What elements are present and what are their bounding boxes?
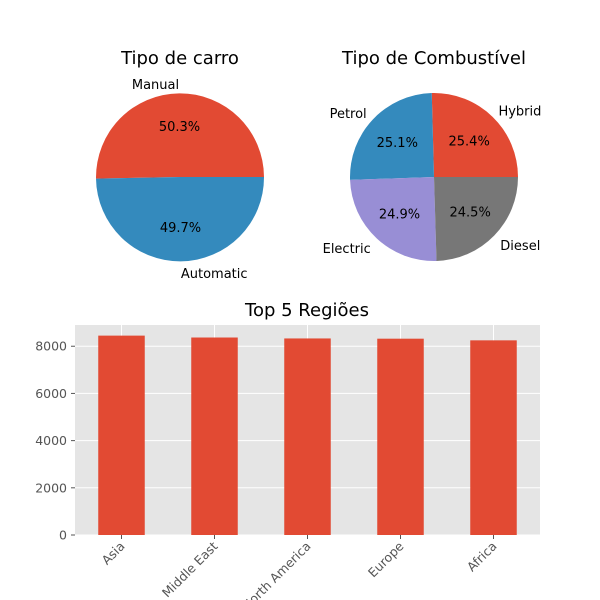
pie2-title: Tipo de Combustível — [341, 48, 526, 69]
pie-slice-automatic — [96, 177, 265, 262]
pie-label: Automatic — [181, 267, 248, 282]
pie-slice-electric — [350, 177, 437, 261]
pie-pct-label: 49.7% — [160, 221, 201, 236]
x-tick-label: Europe — [365, 538, 407, 580]
x-tick-label: Middle East — [159, 538, 221, 600]
pie-pct-label: 25.4% — [449, 134, 490, 149]
pie-pct-label: 24.5% — [450, 206, 491, 221]
x-tick-label: North America — [239, 539, 314, 600]
pie-label: Petrol — [330, 107, 367, 122]
pie-pct-label: 24.9% — [379, 207, 420, 222]
pie1-title: Tipo de carro — [120, 48, 239, 69]
pie-pct-label: 25.1% — [377, 136, 418, 151]
pie-label: Manual — [132, 78, 179, 93]
pie-label: Electric — [323, 242, 371, 257]
bar-asia — [98, 335, 145, 535]
pie-pct-label: 50.3% — [159, 120, 200, 135]
y-tick-label: 2000 — [35, 480, 67, 495]
bar-africa — [470, 340, 517, 535]
pie-slice-manual — [96, 93, 265, 179]
pie2: 25.4% Hybrid 25.1% Petrol 24.9% Electric 24.5%… — [323, 92, 541, 261]
y-tick-label: 6000 — [35, 386, 67, 401]
y-tick-label: 4000 — [35, 433, 67, 448]
pie-slice-petrol — [349, 93, 434, 180]
pie-slice-hybrid — [431, 92, 518, 177]
bar-chart: 0 2000 4000 6000 8000 Asia Middle East North Am… — [35, 325, 540, 600]
pie-label: Diesel — [500, 239, 540, 254]
x-tick-label: Africa — [464, 539, 500, 575]
bar-north-america — [284, 338, 331, 535]
bar-middle-east — [191, 337, 238, 535]
bar-title: Top 5 Regiões — [244, 300, 369, 321]
y-tick-label: 8000 — [35, 339, 67, 354]
pie-slice-diesel — [434, 177, 518, 261]
x-tick-label: Asia — [98, 539, 127, 568]
pie-label: Hybrid — [498, 104, 541, 119]
pie1: 50.3% Manual 49.7% Automatic — [96, 78, 265, 282]
y-tick-label: 0 — [59, 528, 67, 543]
bar-europe — [377, 338, 424, 535]
